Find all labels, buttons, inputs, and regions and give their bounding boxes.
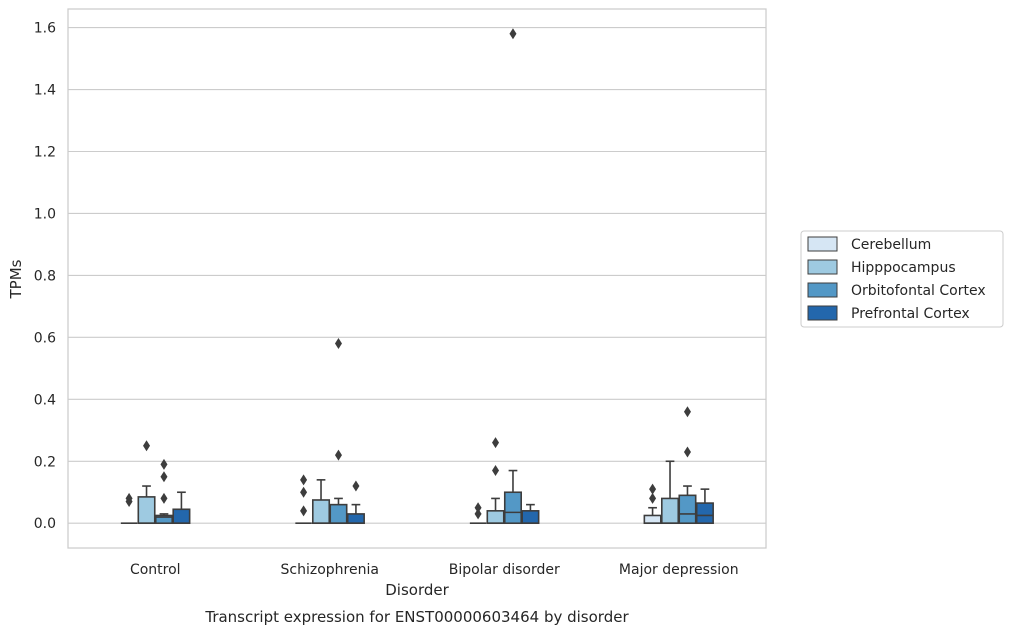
outlier-point xyxy=(492,437,500,449)
box-group xyxy=(295,474,312,525)
y-tick-label: 0.8 xyxy=(34,268,56,284)
box xyxy=(137,496,156,525)
y-tick-label: 1.2 xyxy=(34,144,56,160)
box xyxy=(154,514,174,525)
box-group xyxy=(695,488,714,525)
box-group xyxy=(329,338,348,525)
outlier-point xyxy=(649,483,657,495)
box xyxy=(486,510,505,525)
y-axis-ticks: 0.0 0.2 0.4 0.6 0.8 1.0 1.2 1.4 1.6 xyxy=(34,21,56,533)
box-group xyxy=(643,483,662,525)
outlier-point xyxy=(300,474,308,486)
legend-swatch xyxy=(807,259,838,275)
outlier-point xyxy=(509,28,517,40)
legend-label: Cerebellum xyxy=(851,237,931,253)
box xyxy=(695,502,714,525)
box xyxy=(329,503,348,525)
x-tick-label: Control xyxy=(130,562,181,578)
box xyxy=(172,508,191,525)
grid-lines xyxy=(68,27,766,524)
legend-swatch xyxy=(807,282,838,298)
box-group xyxy=(678,406,697,525)
y-axis-label: TPMs xyxy=(7,259,25,299)
outlier-point xyxy=(474,508,482,520)
outlier-point xyxy=(160,458,168,470)
outlier-point xyxy=(300,486,308,498)
legend-frame xyxy=(800,230,1004,328)
y-tick-label: 1.4 xyxy=(34,83,56,99)
x-tick-label: Schizophrenia xyxy=(281,562,379,578)
legend-label: Prefrontal Cortex xyxy=(851,306,970,322)
y-tick-label: 0.2 xyxy=(34,454,56,470)
legend-label: Hipppocampus xyxy=(851,260,956,276)
box-group xyxy=(486,437,505,525)
box-group xyxy=(137,440,156,525)
box xyxy=(643,514,662,525)
outlier-point xyxy=(352,480,360,492)
box-group xyxy=(120,492,138,525)
outlier-point xyxy=(334,338,342,350)
outlier-point xyxy=(160,471,168,483)
outlier-point xyxy=(492,465,500,477)
box-group xyxy=(503,28,523,525)
y-tick-label: 1.0 xyxy=(34,206,56,222)
box xyxy=(660,497,680,525)
outlier-point xyxy=(683,406,691,418)
chart-title: Transcript expression for ENST0000060346… xyxy=(204,608,629,626)
x-tick-label: Major depression xyxy=(619,562,739,578)
outlier-point xyxy=(334,449,342,461)
y-tick-label: 0.0 xyxy=(34,516,56,532)
x-axis-ticks: Control Schizophrenia Bipolar disorder Majo… xyxy=(130,562,739,578)
box xyxy=(503,491,523,525)
y-tick-label: 0.4 xyxy=(34,392,56,408)
outlier-point xyxy=(143,440,151,452)
outlier-point xyxy=(474,502,482,514)
box xyxy=(311,499,331,525)
outlier-point xyxy=(683,446,691,458)
x-axis-label: Disorder xyxy=(385,581,449,599)
outlier-point xyxy=(160,492,168,504)
box xyxy=(346,513,365,525)
x-tick-label: Bipolar disorder xyxy=(449,562,560,578)
box-group xyxy=(660,460,680,525)
box-plot-series xyxy=(120,28,714,525)
box-group xyxy=(154,458,174,525)
legend-label: Orbitofontal Cortex xyxy=(851,283,986,299)
box-group xyxy=(469,502,487,525)
outlier-point xyxy=(125,492,133,504)
plot-frame xyxy=(67,8,767,549)
legend-swatch xyxy=(807,305,838,321)
outlier-point xyxy=(300,505,308,517)
y-tick-label: 1.6 xyxy=(34,21,56,37)
box xyxy=(678,494,697,525)
box xyxy=(521,510,540,525)
box-group xyxy=(346,480,365,525)
legend-swatch xyxy=(807,236,838,252)
legend: Cerebellum Hipppocampus Orbitofontal Corte… xyxy=(800,230,1004,328)
box-group xyxy=(521,503,540,525)
box-group xyxy=(311,479,331,525)
outlier-point xyxy=(649,492,657,504)
box-group xyxy=(172,491,191,525)
y-tick-label: 0.6 xyxy=(34,330,56,346)
